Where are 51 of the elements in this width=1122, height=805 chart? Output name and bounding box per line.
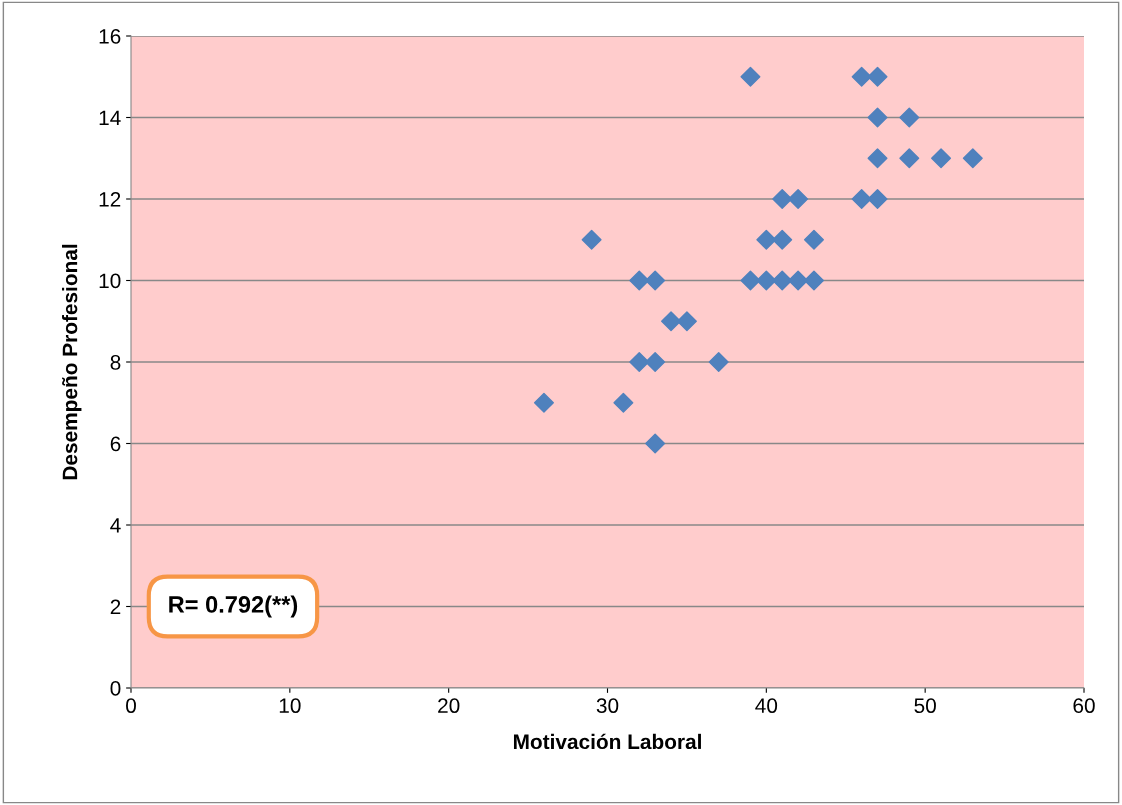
x-tick-label: 50 <box>914 698 936 714</box>
x-tick-label: 20 <box>438 698 460 714</box>
point <box>676 311 697 332</box>
point <box>645 351 666 373</box>
x-tick-label: 10 <box>279 698 301 714</box>
y-tick-label: 0 <box>110 681 121 696</box>
point <box>962 148 983 169</box>
point <box>772 188 793 210</box>
y-tick-label: 4 <box>110 518 121 533</box>
point <box>756 229 777 250</box>
point <box>851 188 872 210</box>
y-tick-label: 8 <box>110 355 121 370</box>
point <box>740 66 761 87</box>
point <box>581 229 602 250</box>
y-axis-title: Desempeño Profesional <box>62 244 82 480</box>
point <box>645 433 666 454</box>
y-tick-label: 14 <box>99 110 121 126</box>
point <box>867 148 888 169</box>
x-tick-label: 60 <box>1073 698 1095 714</box>
y-tick-label: 12 <box>99 192 121 207</box>
point <box>708 351 729 373</box>
point <box>867 107 888 128</box>
point <box>851 66 872 87</box>
annotation: R= 0.792(**) <box>169 595 298 618</box>
point <box>629 270 650 291</box>
y-tick-label: 2 <box>110 599 121 615</box>
point <box>629 351 650 373</box>
point <box>788 270 809 291</box>
point <box>756 270 777 291</box>
point <box>803 270 824 291</box>
point <box>772 229 793 250</box>
x-tick-label: 40 <box>755 698 778 714</box>
point <box>899 107 920 128</box>
point <box>533 392 554 413</box>
x-tick-label: 30 <box>596 698 619 714</box>
point <box>645 270 666 291</box>
point <box>803 229 824 250</box>
point <box>613 392 634 413</box>
point <box>867 188 888 210</box>
point <box>867 66 888 87</box>
point <box>740 270 761 291</box>
x-axis-title: Motivación Laboral <box>513 733 701 750</box>
y-tick-label: 10 <box>99 273 121 289</box>
point <box>931 148 952 169</box>
y-tick-label: 6 <box>110 436 121 452</box>
y-tick-label: 16 <box>99 29 121 44</box>
point <box>661 311 682 332</box>
x-tick-label: 0 <box>126 698 136 714</box>
point <box>899 148 920 169</box>
point <box>788 188 809 210</box>
point <box>772 270 793 291</box>
